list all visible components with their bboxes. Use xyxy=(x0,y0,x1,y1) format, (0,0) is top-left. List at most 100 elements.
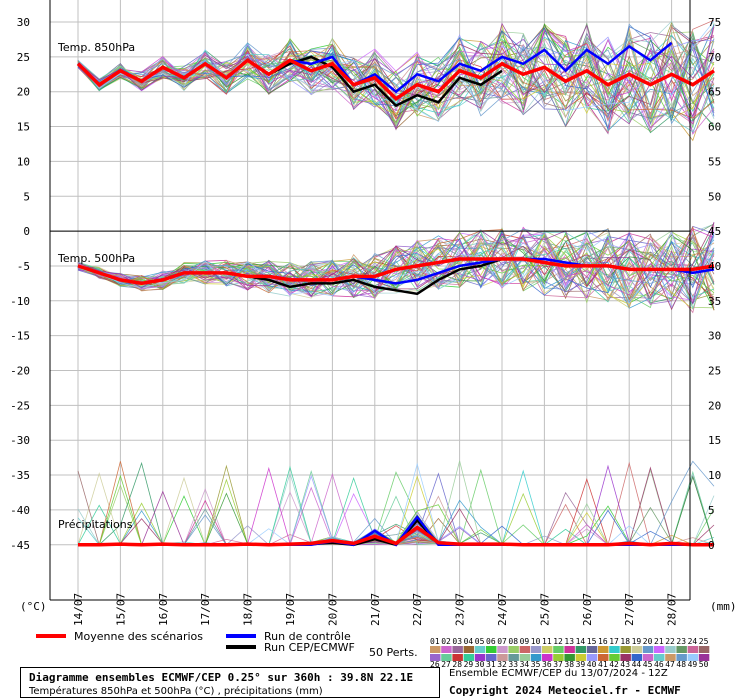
date-tick-label: 15/07 xyxy=(114,593,127,626)
pert-line-t850 xyxy=(77,20,715,123)
left-tick-label: 30 xyxy=(17,16,30,29)
pert-number-top: 10 xyxy=(531,637,541,646)
pert-number-top: 04 xyxy=(464,637,474,646)
left-tick-label: -35 xyxy=(10,469,30,482)
pert-swatch-bottom xyxy=(598,654,609,661)
pert-swatch-top xyxy=(564,646,575,653)
legend-ecmwf-label: Run CEP/ECMWF xyxy=(264,641,355,654)
pert-number-top: 24 xyxy=(688,637,698,646)
right-tick-label: 50 xyxy=(708,190,721,203)
left-tick-label: 5 xyxy=(23,190,30,203)
pert-number-bottom: 29 xyxy=(464,660,474,669)
date-tick-label: 23/07 xyxy=(454,593,467,626)
precip-panel-label: Précipitations xyxy=(58,518,133,531)
legend-mean-label: Moyenne des scénarios xyxy=(74,630,203,643)
pert-swatch-top xyxy=(620,646,631,653)
mean-line-precip xyxy=(78,525,714,547)
pert-swatch-bottom xyxy=(642,654,654,661)
pert-number-bottom: 35 xyxy=(531,660,541,669)
pert-line-precip xyxy=(78,499,714,546)
pert-swatch-top xyxy=(441,646,452,653)
pert-number-bottom: 40 xyxy=(587,660,597,669)
pert-line-precip xyxy=(78,466,715,546)
pert-line-precip xyxy=(78,466,714,546)
right-tick-label: 45 xyxy=(708,225,721,238)
date-tick-label: 19/07 xyxy=(284,593,297,626)
pert-line-precip xyxy=(78,464,714,546)
right-tick-label: 10 xyxy=(708,469,721,482)
pert-number-top: 02 xyxy=(441,637,451,646)
pert-swatch-bottom xyxy=(575,654,587,661)
pert-swatch-bottom xyxy=(586,654,598,661)
pert-number-top: 05 xyxy=(475,637,485,646)
main-series-lines xyxy=(76,41,715,547)
right-tick-label: 60 xyxy=(708,121,721,134)
pert-swatch-bottom xyxy=(687,654,699,661)
pert-line-precip xyxy=(78,510,714,546)
pert-swatch-bottom xyxy=(530,654,542,661)
pert-swatch-bottom xyxy=(508,654,519,661)
right-tick-label: 70 xyxy=(708,51,721,64)
pert-swatch-bottom xyxy=(665,654,676,661)
date-tick-label: 27/07 xyxy=(623,593,636,626)
pert-number-top: 01 xyxy=(430,637,440,646)
pert-line-precip xyxy=(78,490,714,546)
pert-line-precip xyxy=(78,470,715,546)
right-tick-label: 20 xyxy=(708,399,721,412)
pert-swatch-top xyxy=(553,646,564,653)
left-tick-label: 25 xyxy=(17,51,30,64)
pert-swatch-bottom xyxy=(698,654,710,661)
pert-number-bottom: 34 xyxy=(520,660,530,669)
pert-line-t850 xyxy=(77,23,715,127)
pert-line-precip xyxy=(77,470,714,546)
pert-swatch-bottom xyxy=(609,654,620,661)
pert-number-top: 23 xyxy=(676,637,686,646)
right-tick-label: 0 xyxy=(708,539,715,552)
pert-swatch-top xyxy=(698,646,710,653)
chart-grid xyxy=(50,0,690,600)
footer-title-box: Diagramme ensembles ECMWF/CEP 0.25° sur … xyxy=(20,667,440,698)
pert-swatch-bottom xyxy=(620,654,631,661)
left-tick-label: -5 xyxy=(17,260,30,273)
pert-number-bottom: 32 xyxy=(497,660,507,669)
pert-number-bottom: 48 xyxy=(676,660,686,669)
pert-swatch-bottom xyxy=(631,654,643,661)
pert-swatch-bottom xyxy=(486,654,497,661)
pert-number-top: 13 xyxy=(564,637,574,646)
right-tick-label: 75 xyxy=(708,16,721,29)
pert-swatch-top xyxy=(463,646,475,653)
pert-number-top: 25 xyxy=(699,637,709,646)
pert-swatch-top xyxy=(631,646,643,653)
right-tick-label: 30 xyxy=(708,330,721,343)
left-axis-unit: (°C) xyxy=(20,600,47,613)
right-tick-label: 25 xyxy=(708,365,721,378)
t500-panel-label: Temp. 500hPa xyxy=(57,252,135,265)
pert-line-t500 xyxy=(77,221,715,305)
copyright: Copyright 2024 Meteociel.fr - ECMWF xyxy=(449,684,681,697)
right-tick-label: 40 xyxy=(708,260,721,273)
pert-swatch-top xyxy=(542,646,553,653)
pert-swatch-top xyxy=(530,646,542,653)
left-tick-label: 15 xyxy=(17,121,30,134)
pert-swatch-bottom xyxy=(542,654,553,661)
date-tick-label: 18/07 xyxy=(242,593,255,626)
date-tick-label: 21/07 xyxy=(369,593,382,626)
pert-number-top: 18 xyxy=(620,637,630,646)
pert-swatch-top xyxy=(676,646,687,653)
pert-number-bottom: 30 xyxy=(475,660,485,669)
left-tick-label: -10 xyxy=(10,295,30,308)
pert-number-bottom: 38 xyxy=(564,660,574,669)
date-tick-label: 22/07 xyxy=(411,593,424,626)
date-tick-label: 26/07 xyxy=(581,593,594,626)
left-tick-label: -15 xyxy=(10,330,30,343)
date-tick-label: 14/07 xyxy=(72,593,85,626)
pert-number-top: 16 xyxy=(598,637,608,646)
date-tick-label: 24/07 xyxy=(496,593,509,626)
pert-number-top: 19 xyxy=(632,637,642,646)
left-tick-label: -30 xyxy=(10,434,30,447)
legend: Moyenne des scénarios Run de contrôle Ru… xyxy=(36,630,710,669)
right-axis-unit: (mm) xyxy=(710,600,737,613)
pert-number-top: 20 xyxy=(643,637,653,646)
date-tick-label: 17/07 xyxy=(199,593,212,626)
